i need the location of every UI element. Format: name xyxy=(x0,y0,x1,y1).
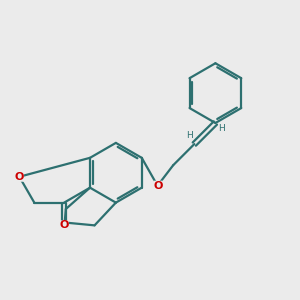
Text: O: O xyxy=(153,181,163,191)
Text: O: O xyxy=(15,172,24,182)
Text: H: H xyxy=(218,124,225,134)
Text: O: O xyxy=(59,220,69,230)
Text: H: H xyxy=(186,131,193,140)
